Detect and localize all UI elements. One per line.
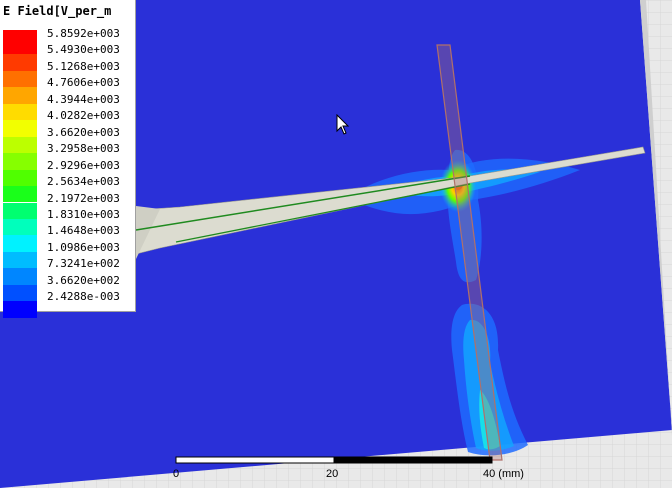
legend-item: 5.8592e+003 — [0, 27, 136, 55]
legend-item: 7.3241e+002 — [0, 257, 136, 285]
field-contour-lower-inner — [479, 390, 500, 450]
legend-swatch — [3, 70, 37, 88]
legend-label: 2.1972e+003 — [47, 191, 120, 205]
legend-item: 3.6620e+003 — [0, 125, 136, 154]
legend-item: 1.4648e+003 — [0, 224, 136, 252]
legend-swatch — [3, 301, 37, 318]
legend-item: 4.0282e+003 — [0, 109, 136, 137]
legend-swatch — [3, 120, 37, 137]
legend-swatch — [3, 103, 37, 121]
legend-label: 2.4288e-003 — [47, 290, 120, 304]
legend-item: 1.8310e+003 — [0, 207, 136, 236]
legend-label: 4.3944e+003 — [47, 92, 120, 106]
legend-swatch — [3, 169, 37, 186]
microstrip-trace — [135, 146, 646, 255]
legend-swatch — [3, 218, 37, 236]
legend-swatch — [3, 136, 37, 154]
legend-label: 4.0282e+003 — [47, 109, 120, 123]
legend-item: 5.4930e+003 — [0, 43, 136, 71]
legend-swatch — [3, 235, 37, 252]
legend-swatch — [3, 251, 37, 269]
legend-swatch — [3, 284, 37, 302]
legend-item: 1.0986e+003 — [0, 240, 136, 269]
legend-label: 3.2958e+003 — [47, 142, 120, 156]
legend-item: 3.2958e+003 — [0, 142, 136, 170]
legend-swatch — [3, 186, 37, 203]
legend-title: E Field[V_per_m — [3, 4, 112, 18]
legend-swatch — [3, 268, 37, 285]
legend-label: 1.4648e+003 — [47, 224, 120, 238]
legend-item: 2.9296e+003 — [0, 158, 136, 186]
legend-item: 3.6620e+002 — [0, 273, 136, 302]
microstrip-feed-left — [136, 206, 160, 259]
legend-item: 5.1268e+003 — [0, 59, 136, 88]
legend-swatch — [3, 87, 37, 104]
legend-label: 7.3241e+002 — [47, 257, 120, 271]
legend-label: 5.4930e+003 — [47, 43, 120, 57]
legend-label: 2.5634e+003 — [47, 175, 120, 189]
trace-centerline-lower — [175, 183, 471, 243]
legend-swatch — [3, 54, 37, 71]
vertical-stub — [436, 44, 503, 461]
color-legend: E Field[V_per_m 5.8592e+003 5.4930e+003 5.… — [0, 0, 136, 318]
legend-item: 2.5634e+003 — [0, 175, 136, 203]
legend-swatch — [3, 202, 37, 219]
legend-item: 2.4288e-003 — [0, 290, 136, 318]
legend-label: 5.1268e+003 — [47, 59, 120, 73]
legend-label: 5.8592e+003 — [47, 27, 120, 40]
legend-label: 2.9296e+003 — [47, 158, 120, 172]
legend-label: 1.0986e+003 — [47, 240, 120, 254]
legend-label: 1.8310e+003 — [47, 207, 120, 221]
legend-item: 4.7606e+003 — [0, 76, 136, 104]
mouse-pointer-icon — [336, 114, 350, 135]
legend-item: 4.3944e+003 — [0, 92, 136, 121]
legend-label: 3.6620e+003 — [47, 125, 120, 139]
legend-label: 3.6620e+002 — [47, 273, 120, 287]
legend-swatch — [3, 30, 37, 55]
trace-centerline-upper — [135, 175, 471, 231]
legend-swatch — [3, 153, 37, 170]
legend-item: 2.1972e+003 — [0, 191, 136, 219]
legend-label: 4.7606e+003 — [47, 76, 120, 90]
